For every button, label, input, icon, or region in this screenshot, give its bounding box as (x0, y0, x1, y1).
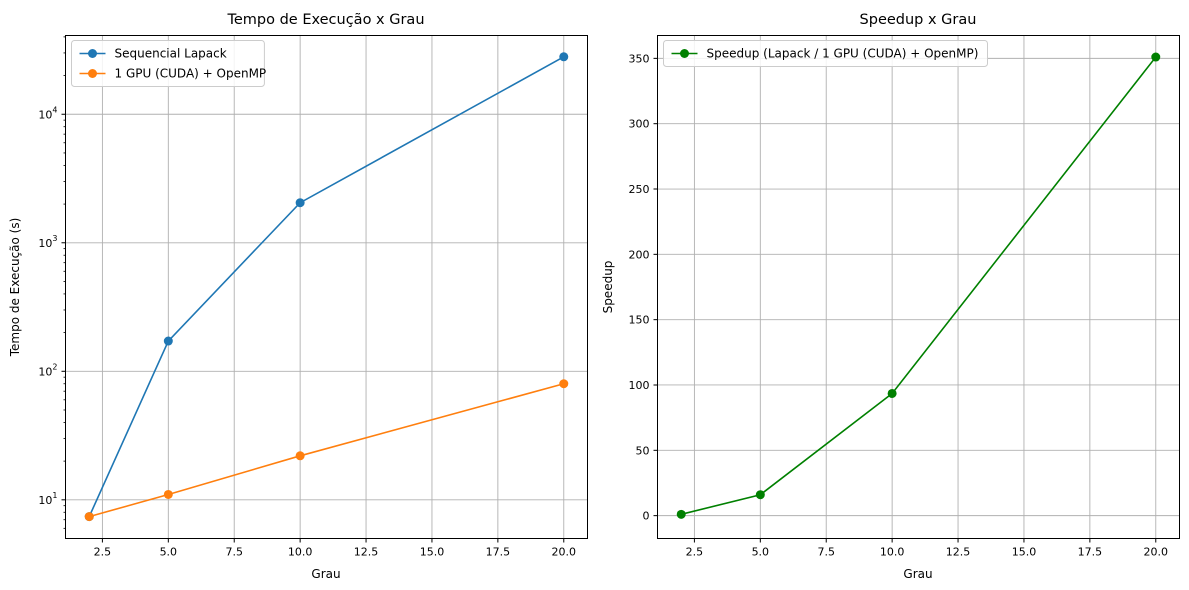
x-tick-label: 5.0 (752, 546, 770, 559)
data-point (1151, 52, 1161, 62)
x-tick-label: 2.5 (686, 546, 704, 559)
x-tick-label: 7.5 (225, 546, 243, 559)
x-tick-label: 12.5 (946, 546, 971, 559)
y-tick-label: 200 (629, 248, 650, 261)
x-tick-label: 2.5 (94, 546, 112, 559)
y-tick-base: 10 (38, 237, 52, 250)
series-line (681, 56, 1157, 516)
legend-label: Sequencial Lapack (115, 47, 227, 61)
legend-label: Speedup (Lapack / 1 GPU (CUDA) + OpenMP) (707, 47, 979, 61)
data-point (295, 451, 305, 461)
series-line (89, 382, 564, 518)
series-line (88, 56, 565, 517)
chart-title: Speedup x Grau (860, 12, 977, 28)
legend-marker (88, 69, 97, 78)
grid (65, 35, 588, 539)
data-point (676, 509, 686, 519)
y-tick-exponent: 2 (52, 362, 57, 371)
y-tick-label: 350 (629, 52, 650, 65)
data-point (295, 198, 305, 208)
y-axis-label: Tempo de Execução (s) (8, 218, 22, 358)
data-point (84, 512, 94, 522)
data-point (163, 336, 173, 346)
data-point (559, 52, 569, 62)
legend-box (71, 40, 265, 87)
y-tick-base: 10 (38, 365, 52, 378)
x-tick-label: 17.5 (486, 546, 511, 559)
x-tick-label: 10.0 (288, 546, 313, 559)
chart-title: Tempo de Execução x Grau (226, 12, 424, 28)
legend-marker (680, 49, 689, 58)
legend: Sequencial Lapack 1 GPU (CUDA) + OpenMP (71, 40, 267, 87)
y-axis-label: Speedup (601, 261, 615, 314)
y-tick-label: 102 (38, 362, 57, 378)
x-tick-label: 10.0 (880, 546, 905, 559)
x-tick-label: 20.0 (552, 546, 577, 559)
y-tick-label: 50 (636, 444, 650, 457)
legend-label: 1 GPU (CUDA) + OpenMP (115, 67, 267, 81)
plot-frame (657, 35, 1180, 539)
chart-speedup: Speedup x Grau 2.5 5.0 7.5 10.0 12.5 15.0 17.5… (601, 12, 1180, 581)
y-tick-exponent: 4 (52, 105, 57, 114)
y-tick-exponent: 1 (52, 491, 57, 500)
data-point (755, 490, 765, 500)
x-axis-label: Grau (903, 567, 932, 581)
legend-box (663, 40, 988, 67)
data-point (163, 489, 173, 499)
legend-marker (88, 49, 97, 58)
data-point (887, 388, 897, 398)
legend: Speedup (Lapack / 1 GPU (CUDA) + OpenMP) (663, 40, 988, 67)
x-tick-label: 20.0 (1144, 546, 1169, 559)
y-tick-label: 100 (629, 379, 650, 392)
grid (657, 35, 1180, 539)
y-tick-label: 104 (38, 105, 57, 121)
x-tick-label: 15.0 (1012, 546, 1037, 559)
data-point (559, 379, 569, 389)
x-tick-label: 5.0 (160, 546, 178, 559)
y-tick-base: 10 (38, 108, 52, 121)
x-tick-label: 12.5 (354, 546, 379, 559)
x-axis-label: Grau (311, 567, 340, 581)
series-group (84, 52, 569, 522)
axis-ticks: 2.5 5.0 7.5 10.0 12.5 15.0 17.5 20.010110210310… (38, 36, 577, 559)
y-tick-label: 300 (629, 118, 650, 131)
y-tick-exponent: 3 (52, 234, 57, 243)
x-tick-label: 17.5 (1078, 546, 1103, 559)
series-group (676, 52, 1161, 519)
axis-ticks: 2.5 5.0 7.5 10.0 12.5 15.0 17.5 20.0 0 50 100 150 20… (629, 52, 1169, 558)
x-tick-label: 15.0 (420, 546, 445, 559)
y-tick-label: 150 (629, 314, 650, 327)
x-tick-label: 7.5 (817, 546, 835, 559)
y-tick-label: 250 (629, 183, 650, 196)
y-tick-label: 103 (38, 234, 57, 250)
y-tick-label: 0 (643, 510, 650, 523)
y-tick-base: 10 (38, 494, 52, 507)
plot-frame (65, 35, 588, 539)
chart-execution-time: Tempo de Execução x Grau 2.5 5.0 7.5 10.0 12… (8, 12, 588, 581)
y-tick-label: 101 (38, 491, 57, 507)
